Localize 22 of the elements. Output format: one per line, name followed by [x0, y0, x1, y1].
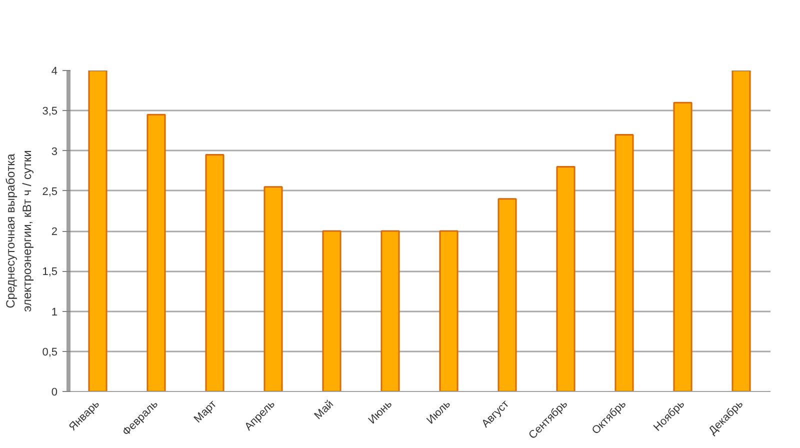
bar — [732, 70, 751, 392]
y-tick-label: 0,5 — [42, 346, 58, 358]
bar — [556, 166, 576, 392]
bar — [614, 134, 634, 392]
bar — [380, 230, 400, 392]
bar — [146, 114, 166, 392]
y-tick-label: 3 — [51, 146, 58, 158]
y-tick-label: 2,5 — [42, 186, 58, 198]
bar — [439, 230, 458, 392]
y-tick-label: 1,5 — [42, 266, 58, 278]
bar — [88, 70, 108, 392]
y-tick-label: 3,5 — [42, 106, 58, 118]
bar — [673, 102, 692, 392]
y-tick-label: 1 — [51, 306, 58, 318]
bar — [322, 230, 342, 392]
y-tick-label: 2 — [51, 226, 58, 238]
bar — [264, 186, 283, 392]
bar — [498, 198, 517, 392]
bar — [205, 154, 224, 392]
y-tick-label: 4 — [51, 66, 58, 78]
y-axis-title: Среднесуточная выработка электроэнергии, кВт ч / сутки — [3, 150, 34, 312]
y-tick-label: 0 — [51, 386, 58, 398]
